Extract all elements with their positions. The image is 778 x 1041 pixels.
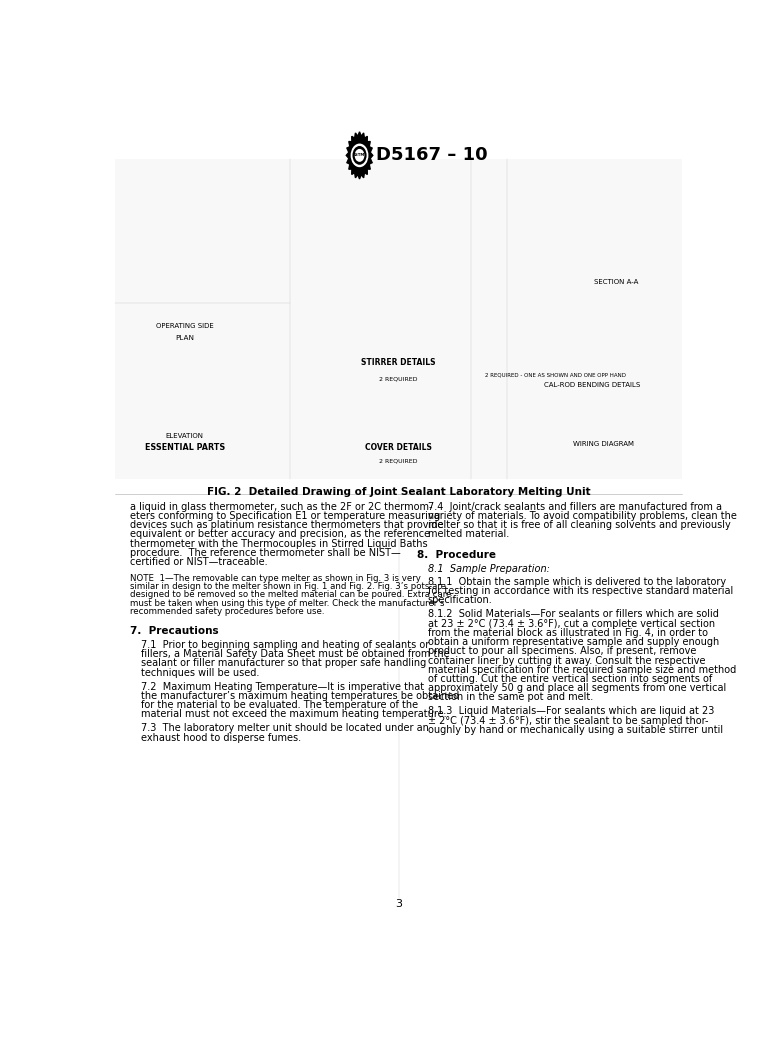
Text: 2 REQUIRED: 2 REQUIRED (380, 377, 418, 381)
Text: section in the same pot and melt.: section in the same pot and melt. (428, 692, 593, 703)
Text: ± 2°C (73.4 ± 3.6°F), stir the sealant to be sampled thor-: ± 2°C (73.4 ± 3.6°F), stir the sealant t… (428, 715, 708, 726)
Text: approximately 50 g and place all segments from one vertical: approximately 50 g and place all segment… (428, 683, 726, 693)
Text: for testing in accordance with its respective standard material: for testing in accordance with its respe… (428, 586, 733, 596)
Text: STIRRER DETAILS: STIRRER DETAILS (362, 358, 436, 367)
Text: designed to be removed so the melted material can be poured. Extra care: designed to be removed so the melted mat… (131, 590, 452, 600)
Text: at 23 ± 2°C (73.4 ± 3.6°F), cut a complete vertical section: at 23 ± 2°C (73.4 ± 3.6°F), cut a comple… (428, 618, 715, 629)
Text: CAL-ROD BENDING DETAILS: CAL-ROD BENDING DETAILS (544, 382, 640, 388)
Text: thermometer with the Thermocouples in Stirred Liquid Baths: thermometer with the Thermocouples in St… (131, 538, 428, 549)
Text: FIG. 2  Detailed Drawing of Joint Sealant Laboratory Melting Unit: FIG. 2 Detailed Drawing of Joint Sealant… (207, 487, 591, 498)
Text: 7.  Precautions: 7. Precautions (131, 626, 219, 636)
Text: similar in design to the melter shown in Fig. 1 and Fig. 2. Fig. 3’s pots are: similar in design to the melter shown in… (131, 582, 447, 591)
Text: NOTE  1—The removable can type melter as shown in Fig. 3 is very: NOTE 1—The removable can type melter as … (131, 575, 422, 583)
Text: ESSENTIAL PARTS: ESSENTIAL PARTS (145, 443, 225, 452)
Text: recommended safety procedures before use.: recommended safety procedures before use… (131, 607, 325, 615)
Text: eters conforming to Specification E1 or temperature measuring: eters conforming to Specification E1 or … (131, 511, 440, 520)
Bar (115, 158, 682, 479)
Text: material specification for the required sample size and method: material specification for the required … (428, 665, 736, 675)
Text: product to pour all specimens. Also, if present, remove: product to pour all specimens. Also, if … (428, 646, 696, 656)
Circle shape (351, 144, 369, 168)
Text: PLAN: PLAN (175, 335, 194, 341)
Text: the manufacturer’s maximum heating temperatures be obtained: the manufacturer’s maximum heating tempe… (142, 691, 460, 701)
Text: melted material.: melted material. (428, 529, 509, 539)
Text: 8.1  Sample Preparation:: 8.1 Sample Preparation: (428, 564, 549, 574)
Text: container liner by cutting it away. Consult the respective: container liner by cutting it away. Cons… (428, 656, 705, 665)
Text: variety of materials. To avoid compatibility problems, clean the: variety of materials. To avoid compatibi… (428, 511, 737, 520)
Text: OPERATING SIDE: OPERATING SIDE (156, 324, 213, 329)
Text: WIRING DIAGRAM: WIRING DIAGRAM (573, 441, 634, 448)
Text: ELEVATION: ELEVATION (166, 433, 204, 439)
Text: of cutting. Cut the entire vertical section into segments of: of cutting. Cut the entire vertical sect… (428, 674, 712, 684)
Text: obtain a uniform representative sample and supply enough: obtain a uniform representative sample a… (428, 637, 719, 648)
Text: for the material to be evaluated. The temperature of the: for the material to be evaluated. The te… (142, 701, 419, 710)
Circle shape (355, 149, 364, 161)
Text: material must not exceed the maximum heating temperature.: material must not exceed the maximum hea… (142, 709, 447, 719)
Text: 7.2  Maximum Heating Temperature—It is imperative that: 7.2 Maximum Heating Temperature—It is im… (142, 682, 424, 691)
Polygon shape (346, 132, 373, 179)
Text: devices such as platinum resistance thermometers that provide: devices such as platinum resistance ther… (131, 520, 443, 530)
Text: 8.1.1  Obtain the sample which is delivered to the laboratory: 8.1.1 Obtain the sample which is deliver… (428, 577, 726, 587)
Text: a liquid in glass thermometer, such as the 2F or 2C thermom-: a liquid in glass thermometer, such as t… (131, 502, 433, 512)
Circle shape (352, 146, 366, 164)
Text: 7.1  Prior to beginning sampling and heating of sealants or: 7.1 Prior to beginning sampling and heat… (142, 640, 429, 650)
Text: techniques will be used.: techniques will be used. (142, 667, 260, 678)
Text: 8.1.3  Liquid Materials—For sealants which are liquid at 23: 8.1.3 Liquid Materials—For sealants whic… (428, 707, 714, 716)
Text: 8.  Procedure: 8. Procedure (417, 550, 496, 560)
Text: melter so that it is free of all cleaning solvents and previously: melter so that it is free of all cleanin… (428, 520, 731, 530)
Text: 7.3  The laboratory melter unit should be located under an: 7.3 The laboratory melter unit should be… (142, 723, 429, 733)
Text: equivalent or better accuracy and precision, as the reference: equivalent or better accuracy and precis… (131, 529, 430, 539)
Text: certified or NIST—traceable.: certified or NIST—traceable. (131, 557, 268, 567)
Text: oughly by hand or mechanically using a suitable stirrer until: oughly by hand or mechanically using a s… (428, 725, 723, 735)
Text: 2 REQUIRED: 2 REQUIRED (380, 458, 418, 463)
Text: exhaust hood to disperse fumes.: exhaust hood to disperse fumes. (142, 733, 301, 742)
Text: 3: 3 (395, 898, 402, 909)
Text: COVER DETAILS: COVER DETAILS (366, 443, 432, 452)
Text: must be taken when using this type of melter. Check the manufacturer’s: must be taken when using this type of me… (131, 599, 445, 608)
Text: fillers, a Material Safety Data Sheet must be obtained from the: fillers, a Material Safety Data Sheet mu… (142, 650, 450, 659)
Text: 7.4  Joint/crack sealants and fillers are manufactured from a: 7.4 Joint/crack sealants and fillers are… (428, 502, 722, 512)
Text: SECTION A-A: SECTION A-A (594, 279, 638, 285)
Text: from the material block as illustrated in Fig. 4, in order to: from the material block as illustrated i… (428, 628, 708, 638)
Text: D5167 – 10: D5167 – 10 (377, 147, 488, 164)
Text: ASTM: ASTM (353, 153, 366, 157)
Text: 2 REQUIRED - ONE AS SHOWN AND ONE OPP HAND: 2 REQUIRED - ONE AS SHOWN AND ONE OPP HA… (485, 373, 626, 378)
Text: procedure.  The reference thermometer shall be NIST—: procedure. The reference thermometer sha… (131, 548, 401, 558)
Text: sealant or filler manufacturer so that proper safe handling: sealant or filler manufacturer so that p… (142, 659, 426, 668)
Text: specification.: specification. (428, 595, 492, 606)
Text: 8.1.2  Solid Materials—For sealants or fillers which are solid: 8.1.2 Solid Materials—For sealants or fi… (428, 609, 719, 619)
